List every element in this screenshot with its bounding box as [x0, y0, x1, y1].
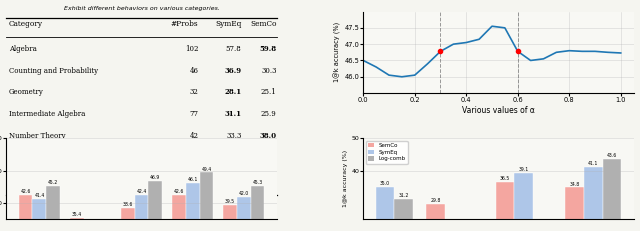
Text: 38.6: 38.6 [123, 202, 133, 207]
Bar [237, 197, 251, 231]
Text: Intermediate Algebra: Intermediate Algebra [9, 110, 86, 118]
Text: 46.1: 46.1 [188, 177, 198, 182]
Text: 31.1: 31.1 [225, 110, 242, 118]
Text: Geometry: Geometry [9, 88, 44, 97]
Text: 30.3: 30.3 [261, 67, 276, 75]
Y-axis label: 1@k accuracy (%): 1@k accuracy (%) [344, 150, 348, 207]
Text: 39.1: 39.1 [518, 167, 529, 173]
Bar [584, 167, 603, 231]
Bar [376, 187, 394, 231]
Text: Category: Category [9, 20, 43, 28]
Text: 25.1: 25.1 [261, 88, 276, 97]
Text: 102: 102 [185, 45, 198, 53]
Text: 59.8: 59.8 [260, 45, 276, 53]
Text: 57.8: 57.8 [226, 45, 242, 53]
Bar [134, 195, 148, 231]
Text: 45.3: 45.3 [253, 180, 262, 185]
Text: 41.1: 41.1 [588, 161, 598, 166]
Text: Number Theory: Number Theory [9, 132, 66, 140]
Text: 51.6: 51.6 [225, 154, 242, 162]
Text: 29.8: 29.8 [431, 198, 441, 203]
Text: 33.3: 33.3 [226, 132, 242, 140]
Text: 42.6: 42.6 [20, 189, 31, 194]
Text: 28.1: 28.1 [225, 88, 242, 97]
Text: Prealgebra: Prealgebra [9, 154, 49, 162]
Bar [19, 195, 33, 231]
Text: 38.0: 38.0 [260, 132, 276, 140]
Text: #Probs: #Probs [171, 20, 198, 28]
Bar [565, 188, 584, 231]
Bar [121, 208, 134, 231]
Text: SemCo: SemCo [250, 20, 276, 28]
Text: 42.6: 42.6 [173, 189, 184, 194]
Legend: SemCo, SymEq, Log-comb: SemCo, SymEq, Log-comb [366, 141, 408, 164]
Text: Precalculus: Precalculus [9, 176, 50, 184]
Bar [33, 199, 46, 231]
Bar [603, 159, 621, 231]
Text: 25.9: 25.9 [261, 110, 276, 118]
Text: 46.9: 46.9 [150, 175, 161, 180]
Bar [148, 181, 163, 231]
Text: 43.6: 43.6 [607, 153, 617, 158]
Text: Counting and Probability: Counting and Probability [9, 67, 98, 75]
Text: 35.8: 35.8 [260, 176, 276, 184]
Text: 39: 39 [189, 176, 198, 184]
Bar [426, 204, 445, 231]
Text: 45.2: 45.2 [48, 180, 58, 185]
Text: 42: 42 [189, 132, 198, 140]
Bar [186, 183, 200, 231]
Text: 62: 62 [189, 154, 198, 162]
Text: 35.0: 35.0 [380, 181, 390, 186]
Text: 36.5: 36.5 [500, 176, 510, 181]
Text: 31.2: 31.2 [399, 193, 409, 198]
Text: 35.4: 35.4 [72, 212, 82, 217]
Text: 42.0: 42.0 [239, 191, 249, 196]
Text: 77: 77 [189, 110, 198, 118]
Text: 36.9: 36.9 [225, 67, 242, 75]
Bar [515, 173, 533, 231]
Text: 40.3: 40.3 [261, 154, 276, 162]
Text: 32: 32 [189, 88, 198, 97]
Text: 42.4: 42.4 [136, 189, 147, 194]
Text: Exhibit different behaviors on various categories.: Exhibit different behaviors on various c… [63, 6, 220, 11]
Text: 49.4: 49.4 [202, 167, 212, 171]
Text: 34.8: 34.8 [570, 182, 580, 186]
Bar [172, 195, 186, 231]
Text: SymEq: SymEq [215, 20, 242, 28]
X-axis label: Various values of α: Various values of α [462, 106, 535, 115]
Bar [495, 182, 515, 231]
Text: 33.3: 33.3 [226, 176, 242, 184]
Text: Algebra: Algebra [9, 45, 37, 53]
Bar [251, 186, 264, 231]
Text: 39.5: 39.5 [225, 199, 235, 204]
Y-axis label: 1@k accuracy (%): 1@k accuracy (%) [334, 22, 341, 82]
Text: 46: 46 [189, 67, 198, 75]
Bar [223, 205, 237, 231]
Bar [70, 218, 84, 231]
Bar [394, 199, 413, 231]
Bar [46, 186, 60, 231]
Text: 41.4: 41.4 [35, 193, 45, 198]
Bar [200, 173, 213, 231]
